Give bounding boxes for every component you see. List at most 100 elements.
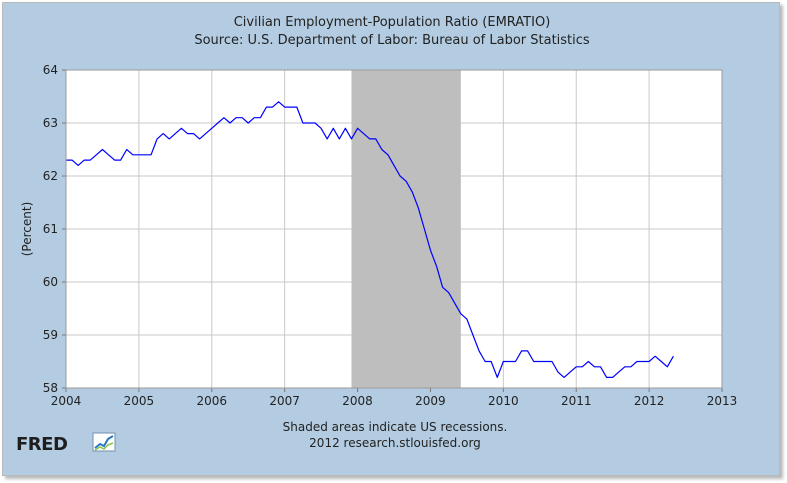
- data-point: [405, 180, 408, 183]
- data-point: [532, 360, 535, 363]
- data-point: [484, 360, 487, 363]
- data-point: [581, 365, 584, 368]
- data-point: [562, 376, 565, 379]
- data-point: [641, 360, 644, 363]
- data-point: [241, 116, 244, 119]
- data-point: [107, 153, 110, 156]
- fred-wordmark: FRED: [16, 434, 67, 455]
- data-point: [648, 360, 651, 363]
- data-point: [459, 312, 462, 315]
- plot-border: [65, 69, 723, 389]
- data-point: [332, 127, 335, 130]
- series-line-emratio: [66, 101, 674, 378]
- y-axis-label: (Percent): [20, 202, 34, 257]
- data-point: [162, 132, 165, 135]
- x-tick-label: 2010: [488, 394, 519, 408]
- data-point: [453, 302, 456, 305]
- data-point: [301, 121, 304, 124]
- data-point: [496, 376, 499, 379]
- data-point: [429, 249, 432, 252]
- data-point: [654, 355, 657, 358]
- data-point: [143, 153, 146, 156]
- data-point: [253, 116, 256, 119]
- data-point: [216, 121, 219, 124]
- y-tick-label: 58: [43, 381, 58, 395]
- data-point: [101, 148, 104, 151]
- data-point: [623, 365, 626, 368]
- data-point: [326, 137, 329, 140]
- data-point: [228, 121, 231, 124]
- data-point: [338, 137, 341, 140]
- data-point: [89, 159, 92, 162]
- data-point: [95, 153, 98, 156]
- data-point: [380, 148, 383, 151]
- data-point: [180, 127, 183, 130]
- data-point: [77, 164, 80, 167]
- data-point: [320, 127, 323, 130]
- data-point: [526, 349, 529, 352]
- data-point: [417, 206, 420, 209]
- x-tick-label: 2013: [707, 394, 738, 408]
- data-point: [192, 132, 195, 135]
- y-tick-label: 60: [43, 275, 58, 289]
- data-point: [569, 371, 572, 374]
- x-tick-label: 2007: [269, 394, 300, 408]
- fred-logo: FRED: [16, 432, 116, 455]
- y-tick-label: 62: [43, 169, 58, 183]
- data-point: [599, 365, 602, 368]
- data-point: [593, 365, 596, 368]
- data-point: [247, 121, 250, 124]
- x-tick-label: 2009: [415, 394, 446, 408]
- data-point: [435, 265, 438, 268]
- data-point: [350, 137, 353, 140]
- data-point: [465, 318, 468, 321]
- y-tick-label: 59: [43, 328, 58, 342]
- data-point: [477, 349, 480, 352]
- data-point: [125, 148, 128, 151]
- data-point: [502, 360, 505, 363]
- data-point: [374, 137, 377, 140]
- chart-subtitle: Source: U.S. Department of Labor: Bureau…: [194, 33, 590, 48]
- data-point: [222, 116, 225, 119]
- data-point: [672, 355, 675, 358]
- data-point: [666, 365, 669, 368]
- data-point: [259, 116, 262, 119]
- x-tick-label: 2012: [634, 394, 665, 408]
- data-point: [490, 360, 493, 363]
- data-point: [210, 127, 213, 130]
- y-tick-label: 64: [43, 63, 58, 77]
- data-point: [550, 360, 553, 363]
- fred-chart-icon: [92, 432, 116, 452]
- data-point: [313, 121, 316, 124]
- data-point: [307, 121, 310, 124]
- data-point: [119, 159, 122, 162]
- data-point: [283, 106, 286, 109]
- data-point: [471, 333, 474, 336]
- data-point: [629, 365, 632, 368]
- data-point: [277, 100, 280, 103]
- recession-shading: [351, 70, 461, 388]
- data-point: [386, 153, 389, 156]
- data-point: [295, 106, 298, 109]
- chart-title: Civilian Employment-Population Ratio (EM…: [234, 15, 551, 30]
- data-point: [204, 132, 207, 135]
- recession-shading-layer: [351, 70, 461, 388]
- data-point: [411, 190, 414, 193]
- data-point: [113, 159, 116, 162]
- x-tick-label: 2011: [561, 394, 592, 408]
- data-point: [508, 360, 511, 363]
- data-point: [635, 360, 638, 363]
- data-point: [514, 360, 517, 363]
- x-tick-label: 2004: [51, 394, 82, 408]
- data-point: [575, 365, 578, 368]
- data-point: [447, 291, 450, 294]
- y-tick-label: 63: [43, 116, 58, 130]
- data-point: [356, 127, 359, 130]
- data-point: [289, 106, 292, 109]
- data-point: [392, 164, 395, 167]
- data-point: [544, 360, 547, 363]
- data-point: [137, 153, 140, 156]
- data-point: [174, 132, 177, 135]
- data-point: [617, 371, 620, 374]
